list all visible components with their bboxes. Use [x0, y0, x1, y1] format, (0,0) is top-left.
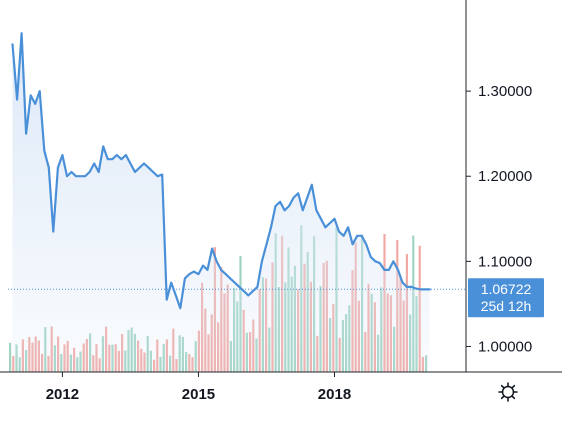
gear-tooth [511, 395, 516, 400]
volume-bar [9, 342, 12, 372]
x-tick-label: 2015 [182, 386, 215, 403]
countdown-badge-bg [468, 295, 544, 318]
current-price-label: 1.06722 [481, 281, 532, 297]
x-tick-label: 2018 [318, 386, 351, 403]
y-tick-label: 1.30000 [478, 83, 532, 100]
countdown-badge: 25d 12h [468, 295, 544, 318]
current-price-badge: 1.06722 [468, 278, 544, 301]
settings-gear-icon[interactable] [498, 382, 518, 402]
price-series-line [11, 32, 431, 310]
y-tick-label: 1.00000 [478, 338, 532, 355]
gear-tooth [511, 384, 516, 389]
y-tick-label: 1.10000 [478, 253, 532, 270]
price-area [12, 33, 430, 372]
gear-tooth [500, 384, 505, 389]
x-tick-label: 2012 [46, 386, 79, 403]
y-tick-label: 1.20000 [478, 168, 532, 185]
countdown-label: 25d 12h [481, 298, 532, 314]
current-price-badge-bg [468, 278, 544, 301]
gear-tooth [500, 395, 505, 400]
